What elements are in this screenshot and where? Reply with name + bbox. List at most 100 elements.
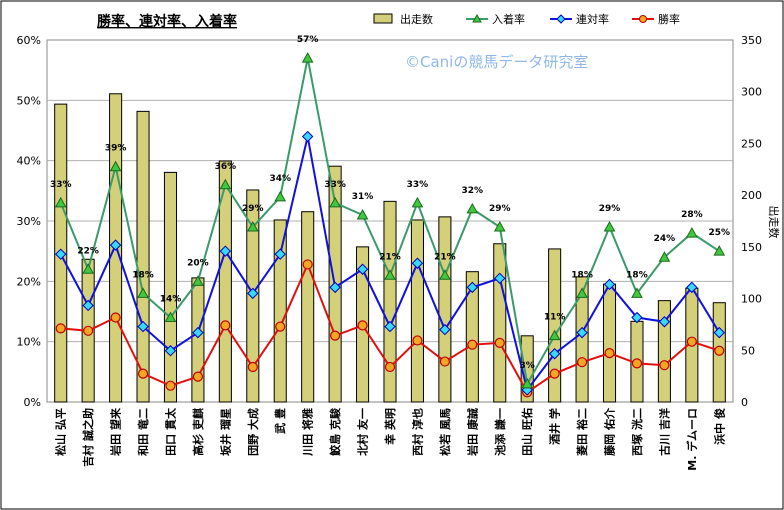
place-rate-data-label: 3% [520, 361, 535, 371]
legend-marker [472, 13, 482, 23]
place-rate-marker [631, 287, 643, 298]
quinella-rate-marker [713, 326, 725, 339]
x-tick-label: 北村 友一 [356, 408, 370, 456]
left-tick-label: 60% [17, 34, 41, 47]
left-tick-label: 30% [17, 215, 41, 228]
quinella-rate-marker [219, 245, 232, 257]
x-tick-label: 田口 貫太 [163, 407, 177, 456]
place-rate-data-label: 18% [571, 270, 593, 280]
place-rate-data-label: 14% [160, 295, 182, 305]
quinella-rate-marker [274, 248, 286, 260]
bar-starts [163, 171, 178, 403]
win-rate-marker [137, 368, 149, 379]
quinella-rate-marker [548, 348, 561, 360]
quinella-rate-marker [603, 278, 616, 291]
win-rate-marker [330, 330, 341, 341]
place-rate-data-label: 39% [105, 144, 127, 154]
place-rate-marker [521, 377, 534, 389]
win-rate-marker [604, 348, 615, 359]
place-rate-marker [137, 287, 149, 298]
place-rate-data-label: 24% [654, 234, 676, 244]
x-tick-label: 古川 吉洋 [657, 408, 671, 456]
chart-title: 勝率、連対率、入着率 [97, 13, 237, 30]
place-rate-data-label: 22% [77, 246, 99, 256]
right-axis-label: 出走数 [767, 206, 781, 239]
place-rate-marker [466, 202, 479, 214]
legend-label: 連対率 [576, 12, 609, 26]
win-rate-marker [494, 337, 505, 348]
win-rate-marker [384, 361, 396, 373]
bar-starts [602, 283, 617, 403]
place-rate-marker [246, 221, 259, 232]
win-rate-marker [439, 356, 450, 367]
quinella-rate-marker [494, 272, 506, 285]
win-rate-marker [302, 259, 313, 270]
place-rate-data-label: 11% [544, 313, 566, 323]
x-tick-label: 松山 弘平 [54, 408, 68, 456]
x-tick-label: 川田 将雅 [301, 408, 315, 457]
bar-starts [136, 110, 150, 403]
place-rate-data-label: 29% [489, 204, 511, 214]
legend-marker [556, 14, 566, 24]
bar-starts [493, 243, 507, 403]
place-rate-marker [109, 160, 122, 172]
win-rate-marker [83, 325, 94, 336]
bar-starts [465, 271, 479, 403]
win-rate-marker [55, 323, 66, 334]
right-tick-label: 200 [741, 189, 762, 202]
place-rate-data-label: 34% [269, 174, 291, 184]
legend-label: 勝率 [658, 12, 680, 26]
place-rate-marker [164, 311, 177, 323]
place-rate-marker [411, 196, 424, 208]
place-rate-data-label: 36% [215, 162, 237, 172]
x-tick-label: 田山 旺佑 [520, 408, 534, 456]
x-tick-label: M. デムーロ [685, 408, 699, 471]
x-tick-label: 鮫島 克駿 [328, 407, 342, 456]
place-rate-data-label: 31% [352, 192, 374, 202]
left-tick-label: 0% [24, 396, 41, 409]
place-rate-data-label: 29% [242, 204, 264, 214]
x-tick-label: 酒井 学 [548, 408, 562, 445]
win-rate-marker [714, 345, 725, 356]
place-rate-marker [274, 190, 287, 202]
quinella-rate-marker [137, 320, 149, 333]
quinella-rate-marker [192, 326, 204, 339]
place-rate-marker [439, 269, 451, 280]
win-rate-marker [686, 336, 697, 347]
place-rate-marker [685, 227, 698, 238]
quinella-rate-marker [247, 287, 259, 300]
quinella-rate-marker [576, 326, 588, 339]
quinella-rate-marker [329, 281, 341, 294]
place-rate-data-label: 33% [324, 180, 346, 190]
place-rate-marker [384, 269, 396, 280]
legend-marker [639, 15, 647, 23]
place-rate-data-label: 21% [434, 252, 456, 262]
place-rate-marker [603, 221, 616, 232]
bar-starts [273, 219, 287, 403]
place-rate-marker [192, 275, 204, 286]
x-tick-label: 武 豊 [273, 408, 287, 434]
place-rate-marker [548, 329, 561, 341]
x-tick-label: 浜中 俊 [712, 408, 726, 445]
win-rate-marker [110, 312, 121, 323]
quinella-rate-marker [55, 248, 67, 260]
left-tick-label: 40% [17, 155, 41, 168]
x-tick-label: 西塚 洸二 [630, 408, 644, 456]
win-rate-marker [549, 368, 560, 379]
legend-label: 出走数 [400, 12, 433, 26]
lines-layer: 33% 22% 39% 18% 14% 20% 36% 29% 34% 57% 33% 31% 21% 3… [50, 35, 730, 398]
place-rate-data-label: 18% [132, 270, 154, 280]
x-tick-label: 菱田 裕二 [575, 408, 589, 456]
right-tick-label: 150 [741, 241, 762, 254]
place-rate-marker [301, 52, 314, 63]
place-rate-data-label: 20% [187, 258, 209, 268]
bar-starts [575, 276, 589, 403]
x-tick-label: 幸 英明 [383, 408, 397, 445]
quinella-rate-marker [109, 239, 122, 251]
place-rate-data-label: 18% [626, 270, 648, 280]
x-tick-label: 吉村 誠之助 [81, 408, 95, 467]
place-rate-marker [658, 251, 671, 262]
quinella-rate-marker [384, 320, 396, 333]
